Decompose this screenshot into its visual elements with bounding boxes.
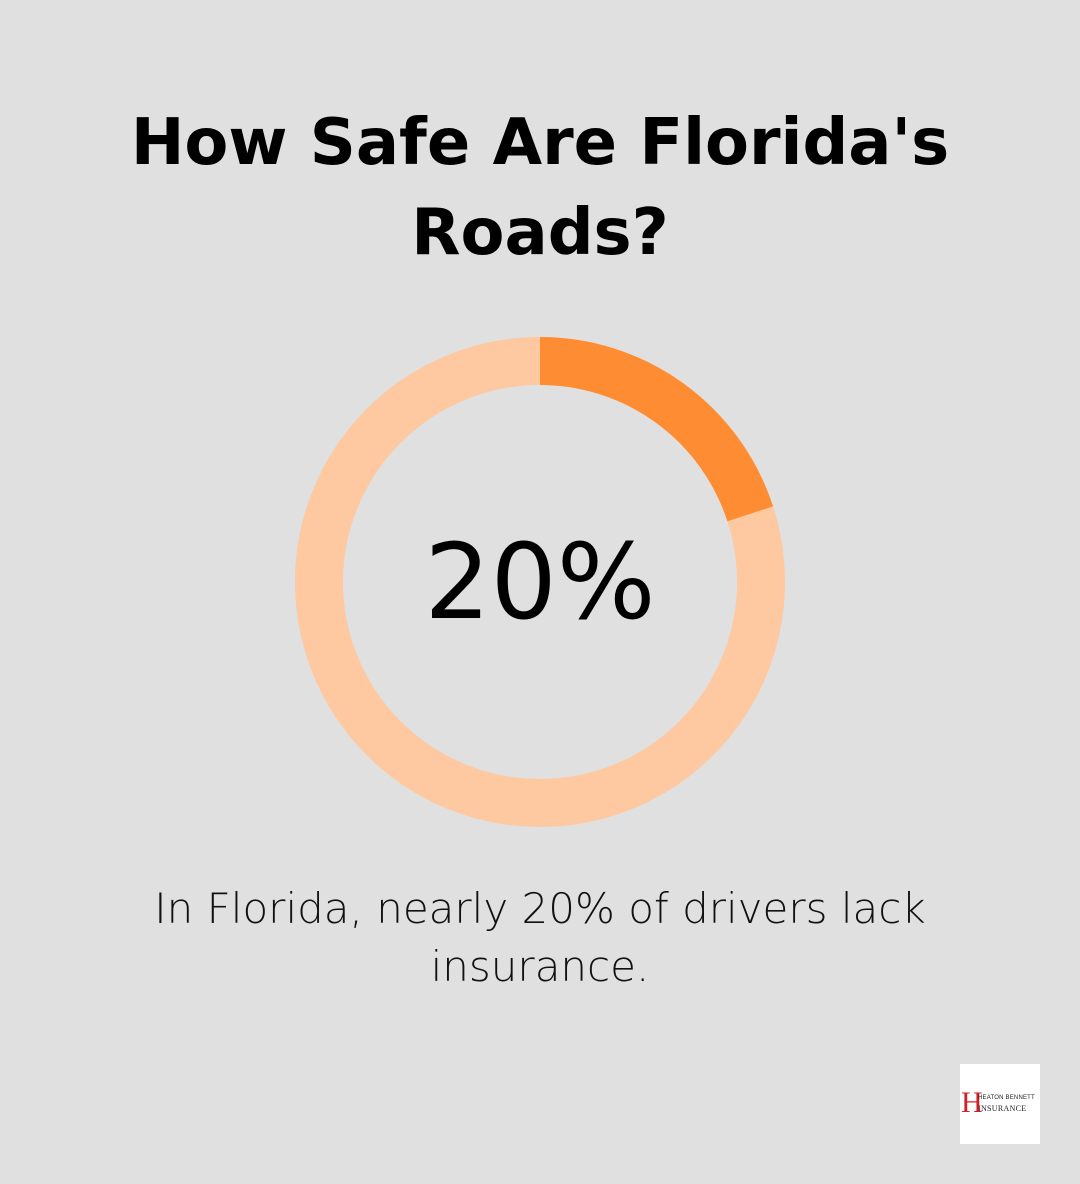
caption-line-2: insurance. bbox=[430, 942, 650, 991]
title-line-1: How Safe Are Florida's bbox=[130, 106, 950, 180]
page-title: How Safe Are Florida's Roads? bbox=[0, 98, 1080, 278]
center-percentage: 20% bbox=[424, 521, 656, 643]
donut-highlight-segment bbox=[295, 337, 785, 827]
caption-line-1: In Florida, nearly 20% of drivers lack bbox=[154, 884, 926, 933]
logo-mark-icon: H bbox=[961, 1086, 983, 1119]
logo-line-2: INSURANCE bbox=[978, 1104, 1027, 1113]
donut-chart bbox=[295, 337, 785, 827]
logo-line-1: HEATON BENNETT bbox=[978, 1095, 1035, 1101]
company-logo: H HEATON BENNETT INSURANCE bbox=[960, 1064, 1040, 1144]
title-line-2: Roads? bbox=[411, 196, 669, 270]
caption: In Florida, nearly 20% of drivers lack i… bbox=[130, 880, 950, 996]
